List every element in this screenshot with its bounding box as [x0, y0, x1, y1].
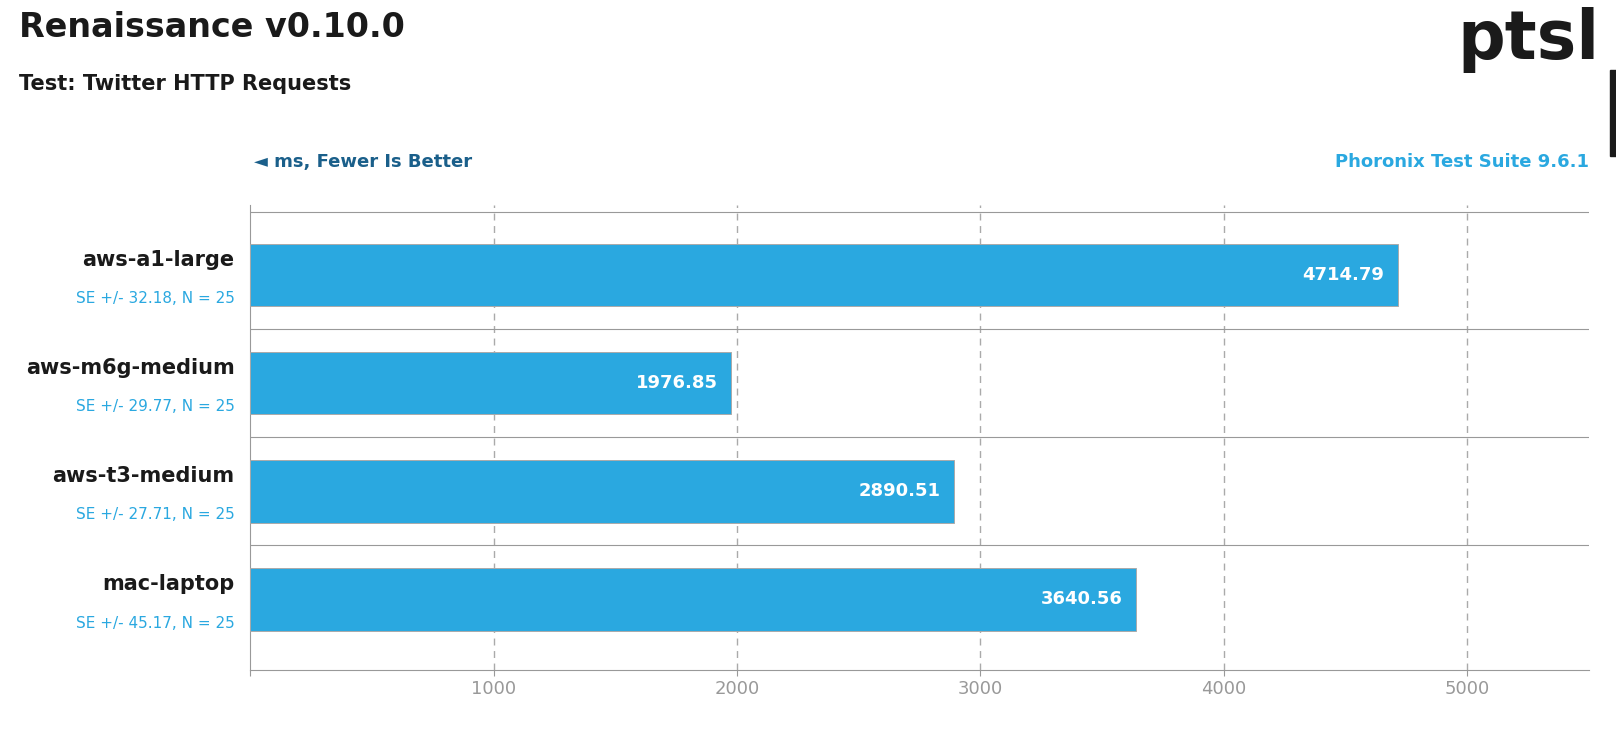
Text: mac-laptop: mac-laptop [102, 574, 234, 594]
Text: Phoronix Test Suite 9.6.1: Phoronix Test Suite 9.6.1 [1335, 153, 1589, 171]
Text: ptsl: ptsl [1458, 7, 1600, 74]
Bar [250, 568, 1136, 631]
Bar [250, 352, 732, 414]
Text: 4714.79: 4714.79 [1302, 266, 1385, 284]
Bar [250, 460, 953, 522]
Text: SE +/- 32.18, N = 25: SE +/- 32.18, N = 25 [76, 291, 234, 307]
Text: SE +/- 45.17, N = 25: SE +/- 45.17, N = 25 [76, 615, 234, 631]
Text: Test: Twitter HTTP Requests: Test: Twitter HTTP Requests [19, 74, 352, 94]
Text: aws-t3-medium: aws-t3-medium [52, 466, 234, 486]
Text: aws-a1-large: aws-a1-large [82, 250, 234, 270]
Text: ◄ ms, Fewer Is Better: ◄ ms, Fewer Is Better [254, 153, 472, 171]
Text: 1976.85: 1976.85 [637, 374, 718, 392]
Text: 3640.56: 3640.56 [1041, 590, 1123, 609]
Bar [1610, 70, 1616, 155]
Text: aws-m6g-medium: aws-m6g-medium [26, 358, 234, 378]
Text: Renaissance v0.10.0: Renaissance v0.10.0 [19, 11, 406, 44]
Bar [250, 243, 1398, 307]
Text: SE +/- 27.71, N = 25: SE +/- 27.71, N = 25 [76, 507, 234, 522]
Text: 2890.51: 2890.51 [858, 482, 941, 500]
Text: SE +/- 29.77, N = 25: SE +/- 29.77, N = 25 [76, 400, 234, 414]
